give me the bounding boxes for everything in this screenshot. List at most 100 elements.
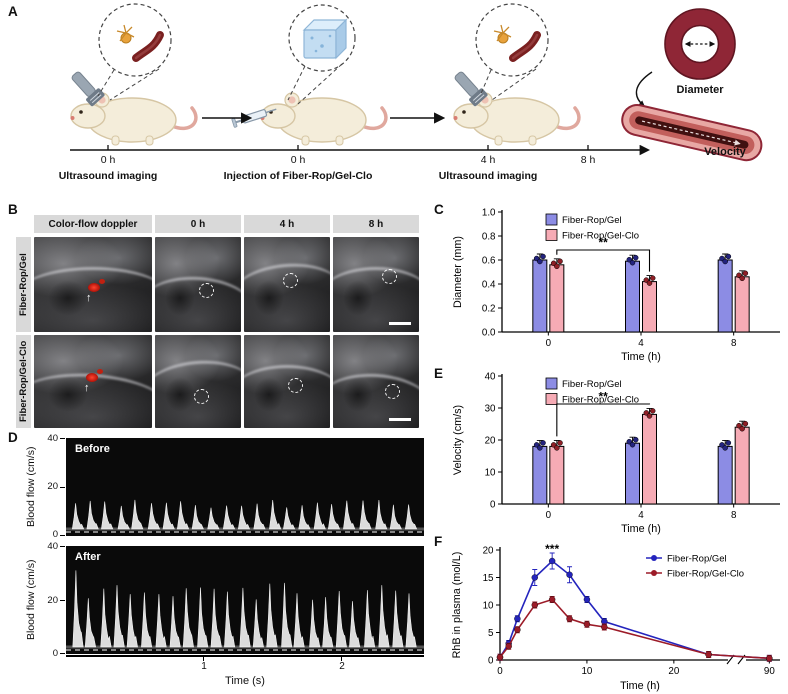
data-dot — [739, 425, 745, 432]
chart-C-svg: 0.0 0.2 0.4 0.6 0.8 1.0 0 4 8 Time (h) Diameter (m… — [452, 207, 780, 363]
x-axis-label: Time (h) — [620, 680, 660, 692]
doppler-spike — [222, 505, 236, 530]
doppler-spike — [155, 594, 167, 648]
data-dot — [540, 253, 546, 260]
panel-label-a: A — [8, 4, 18, 19]
y-tick-label: 40 — [485, 371, 496, 382]
column-header-8h: 8 h — [333, 215, 419, 233]
data-point — [548, 596, 556, 603]
data-point — [514, 626, 521, 633]
data-point — [548, 557, 556, 565]
data-dot — [537, 258, 543, 265]
ultrasound-image-gel-8h — [333, 237, 419, 332]
timeline-time-2: 0 h — [290, 154, 306, 166]
column-header-0h: 0 h — [155, 215, 241, 233]
curved-arrow — [635, 71, 653, 107]
diameter-bar-chart: 0.0 0.2 0.4 0.6 0.8 1.0 0 4 8 Time (h) Diameter (m… — [448, 204, 788, 364]
ultrasound-image-gelclo-8h — [333, 335, 419, 428]
x-axis-label: Time (h) — [621, 351, 661, 363]
doppler-spike — [210, 588, 222, 648]
doppler-spike — [197, 587, 209, 648]
time-axis — [66, 655, 424, 657]
doppler-spike — [239, 587, 251, 648]
y-tick-label: 5 — [488, 628, 494, 639]
legend-swatch — [545, 393, 558, 405]
doppler-flow-signal — [86, 373, 98, 382]
vessel-marker-circle — [382, 269, 397, 284]
data-dot — [554, 445, 560, 451]
data-dot — [557, 440, 563, 446]
data-point — [583, 621, 591, 628]
y-tick — [60, 653, 65, 655]
doppler-spike — [322, 597, 334, 648]
doppler-spike — [224, 591, 236, 648]
panel-label-f: F — [434, 534, 443, 549]
bar — [532, 259, 548, 333]
doppler-waveform-after: After — [66, 546, 424, 654]
y-tick-label: 20 — [47, 595, 58, 606]
doppler-spike — [281, 582, 293, 648]
x-tick-label: 0 — [546, 338, 552, 349]
y-tick — [60, 438, 65, 440]
callout-circle-3 — [475, 3, 549, 77]
chart-F-svg: 0 5 10 15 20 0 10 20 90 Time (h) RhB in plasma (mo… — [451, 542, 780, 692]
sig-label: ** — [598, 236, 608, 250]
doppler-spike — [327, 504, 341, 530]
doppler-spike — [405, 593, 417, 648]
y-tick-label: 0 — [52, 648, 58, 659]
x-tick — [203, 656, 205, 661]
data-point — [496, 654, 504, 661]
data-dot — [722, 445, 728, 451]
timeline-time-1: 0 h — [100, 154, 116, 166]
bar — [532, 445, 548, 505]
bar — [625, 260, 640, 333]
time-axis-label: Time (s) — [225, 675, 265, 687]
doppler-spike — [343, 500, 356, 530]
y-tick-label: 0.4 — [482, 279, 496, 290]
chart-E-svg: 0 10 20 30 40 0 4 8 Time (h) Velocity (cm/s) Fiber… — [452, 371, 780, 535]
doppler-spike — [71, 503, 85, 530]
doppler-spike — [378, 585, 390, 648]
panel-label-b: B — [8, 202, 18, 217]
legend-label: Fiber-Rop/Gel-Clo — [562, 231, 639, 242]
sig-bracket — [556, 403, 651, 437]
series-line — [499, 598, 770, 660]
data-dot — [646, 280, 653, 286]
y-axis-label: RhB in plasma (mol/L) — [451, 552, 463, 659]
x-tick-label: 4 — [638, 338, 644, 349]
y-axis-label: Diameter (mm) — [452, 236, 464, 308]
doppler-spike — [269, 499, 282, 530]
y-tick — [60, 535, 65, 537]
mouse-2 — [258, 91, 388, 147]
data-point — [531, 601, 538, 609]
data-dot — [725, 253, 732, 260]
doppler-spike — [237, 505, 251, 530]
x-tick-label: 20 — [668, 666, 679, 677]
ultrasound-image-gelclo-doppler: ↑ — [34, 335, 152, 428]
doppler-spike — [100, 588, 112, 648]
y-tick-label: 20 — [485, 435, 496, 446]
legend-label: Fiber-Rop/Gel — [667, 553, 727, 564]
data-point — [705, 651, 712, 658]
x-tick-label: 2 — [339, 661, 345, 672]
doppler-spike — [131, 499, 144, 530]
data-dot — [739, 275, 745, 282]
y-tick-label: 20 — [483, 545, 494, 556]
scale-bar — [389, 418, 411, 421]
doppler-flow-signal-small — [97, 369, 103, 374]
y-tick-label: 0.0 — [482, 327, 496, 338]
panel-label-c: C — [434, 202, 444, 217]
data-dot — [722, 258, 728, 265]
doppler-spike — [207, 507, 220, 530]
sig-bracket — [556, 249, 651, 272]
legend-label: Fiber-Rop/Gel — [562, 215, 622, 226]
doppler-spike — [72, 570, 84, 648]
data-dot — [742, 270, 749, 277]
timeline-time-4: 8 h — [580, 154, 596, 166]
bar — [549, 264, 565, 333]
sig-label: ** — [598, 390, 608, 404]
legend-label: Fiber-Rop/Gel-Clo — [667, 568, 744, 579]
vessel-marker-circle — [194, 389, 209, 404]
data-dot — [629, 441, 636, 448]
legend-label: Fiber-Rop/Gel — [562, 379, 622, 390]
